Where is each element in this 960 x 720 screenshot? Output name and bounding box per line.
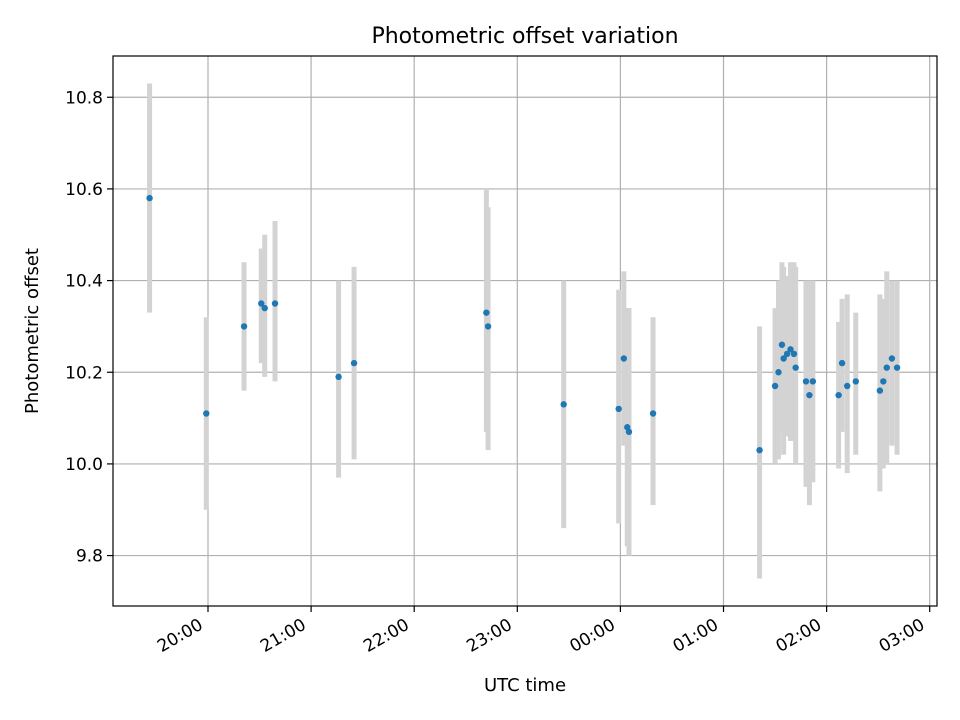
data-point	[203, 410, 210, 417]
data-point	[802, 378, 810, 385]
data-point	[778, 341, 786, 348]
data-point	[271, 300, 279, 307]
data-point	[852, 378, 860, 385]
data-point	[483, 309, 490, 316]
y-tick-label: 9.8	[76, 547, 103, 567]
y-gridlines	[113, 96, 937, 557]
data-point	[625, 428, 633, 436]
data-point	[783, 350, 791, 358]
y-tick-label: 10.0	[65, 455, 103, 475]
data-point	[350, 359, 358, 367]
data-point	[888, 355, 896, 362]
data-point	[756, 446, 763, 454]
data-point	[615, 405, 622, 413]
data-point	[780, 355, 787, 362]
data-point	[838, 359, 846, 367]
data-point	[771, 382, 779, 390]
plot-frame	[112, 55, 938, 607]
data-point	[792, 364, 799, 371]
data-point	[620, 355, 628, 362]
data-point	[835, 391, 842, 399]
data-point	[261, 304, 268, 312]
data-point	[809, 378, 817, 385]
x-axis-label: UTC time	[484, 675, 566, 696]
data-point	[787, 346, 794, 353]
data-points	[146, 194, 901, 454]
y-axis-label: Photometric offset	[22, 248, 43, 414]
data-point	[335, 373, 342, 381]
data-point	[893, 364, 901, 371]
data-point	[560, 401, 567, 408]
data-point	[484, 323, 492, 330]
y-tick-label: 10.2	[65, 363, 103, 383]
y-tick-label: 10.6	[65, 180, 103, 200]
data-point	[240, 323, 248, 330]
data-point	[258, 300, 265, 307]
y-tick-label: 10.8	[65, 88, 103, 108]
data-point	[880, 378, 887, 385]
data-point	[844, 382, 851, 390]
data-point	[876, 387, 884, 394]
y-tick-label: 10.4	[65, 272, 103, 292]
y-axis-ticks: 9.8 10.0 10.2 10.4 10.6 10.8	[65, 88, 113, 567]
data-point	[775, 369, 782, 376]
data-point	[146, 194, 153, 202]
data-point	[883, 364, 890, 371]
data-point	[790, 350, 798, 358]
chart-title: Photometric offset variation	[371, 24, 678, 49]
data-point	[806, 391, 813, 399]
data-point	[649, 410, 657, 417]
